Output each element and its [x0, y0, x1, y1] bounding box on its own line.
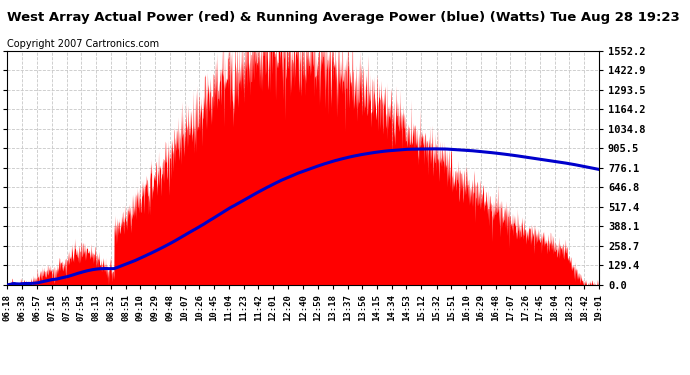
Text: West Array Actual Power (red) & Running Average Power (blue) (Watts) Tue Aug 28 : West Array Actual Power (red) & Running … [7, 11, 680, 24]
Text: Copyright 2007 Cartronics.com: Copyright 2007 Cartronics.com [7, 39, 159, 50]
